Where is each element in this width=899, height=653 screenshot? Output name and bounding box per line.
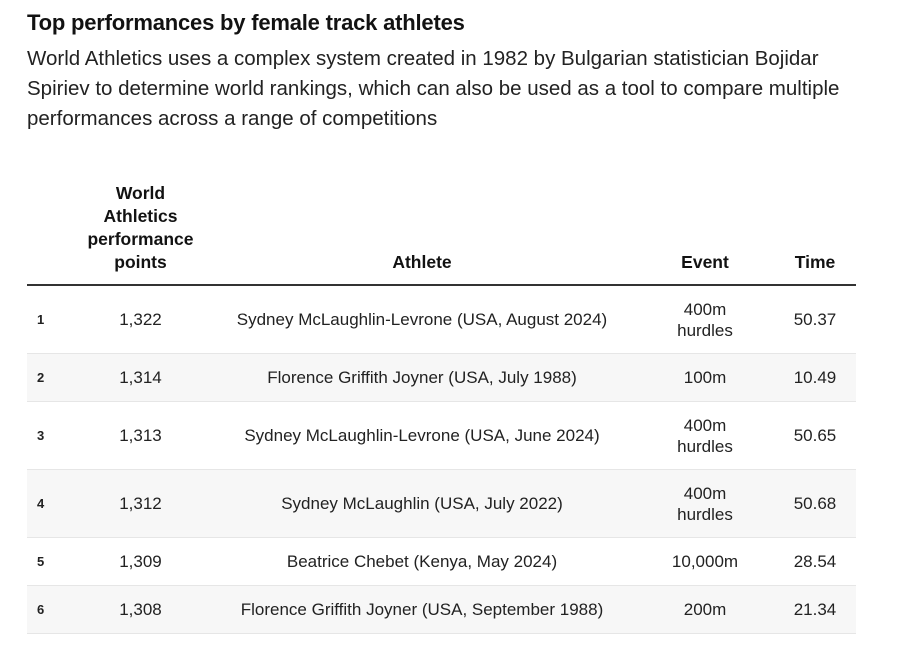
event-cell: 200m (636, 585, 774, 634)
points-cell: 1,309 (73, 537, 208, 586)
chart-subtitle: World Athletics uses a complex system cr… (27, 47, 840, 130)
table-row: 1 1,322 Sydney McLaughlin-Levrone (USA, … (27, 285, 856, 354)
rank-cell: 2 (27, 353, 73, 402)
table-row: 3 1,313 Sydney McLaughlin-Levrone (USA, … (27, 401, 856, 470)
rank-cell: 6 (27, 585, 73, 634)
time-cell: 10.49 (774, 353, 856, 402)
rank-cell: 4 (27, 469, 73, 538)
athlete-cell: Beatrice Chebet (Kenya, May 2024) (208, 537, 636, 586)
rank-cell: 3 (27, 401, 73, 470)
chart-container: Top performances by female track athlete… (27, 8, 856, 634)
rank-cell: 5 (27, 537, 73, 586)
points-cell: 1,313 (73, 401, 208, 470)
rank-cell: 1 (27, 285, 73, 354)
time-cell: 50.65 (774, 401, 856, 470)
event-cell: 100m (636, 353, 774, 402)
event-text: 400m hurdles (677, 299, 733, 340)
table-row: 2 1,314 Florence Griffith Joyner (USA, J… (27, 353, 856, 402)
athlete-cell: Sydney McLaughlin-Levrone (USA, June 202… (208, 401, 636, 470)
points-cell: 1,308 (73, 585, 208, 634)
event-cell: 400m hurdles (636, 469, 774, 538)
chart-title: Top performances by female track athlete… (27, 10, 465, 35)
athlete-cell: Sydney McLaughlin-Levrone (USA, August 2… (208, 285, 636, 354)
event-cell: 10,000m (636, 537, 774, 586)
time-cell: 50.37 (774, 285, 856, 354)
table-header-row: World Athletics performance points Athle… (27, 182, 856, 286)
table-row: 4 1,312 Sydney McLaughlin (USA, July 202… (27, 469, 856, 538)
time-cell: 28.54 (774, 537, 856, 586)
athlete-cell: Florence Griffith Joyner (USA, July 1988… (208, 353, 636, 402)
header-points: World Athletics performance points (73, 182, 208, 286)
table-row: 5 1,309 Beatrice Chebet (Kenya, May 2024… (27, 537, 856, 586)
rankings-table: World Athletics performance points Athle… (27, 182, 856, 634)
table-row: 6 1,308 Florence Griffith Joyner (USA, S… (27, 585, 856, 634)
header-athlete: Athlete (208, 182, 636, 286)
header-event: Event (636, 182, 774, 286)
header-points-text: World Athletics performance points (87, 183, 194, 272)
event-text: 400m hurdles (677, 415, 733, 456)
points-cell: 1,322 (73, 285, 208, 354)
header-time: Time (774, 182, 856, 286)
time-cell: 50.68 (774, 469, 856, 538)
header-rank (27, 182, 73, 286)
athlete-cell: Sydney McLaughlin (USA, July 2022) (208, 469, 636, 538)
time-cell: 21.34 (774, 585, 856, 634)
event-text: 400m hurdles (677, 483, 733, 524)
athlete-cell: Florence Griffith Joyner (USA, September… (208, 585, 636, 634)
points-cell: 1,314 (73, 353, 208, 402)
event-cell: 400m hurdles (636, 401, 774, 470)
points-cell: 1,312 (73, 469, 208, 538)
event-cell: 400m hurdles (636, 285, 774, 354)
